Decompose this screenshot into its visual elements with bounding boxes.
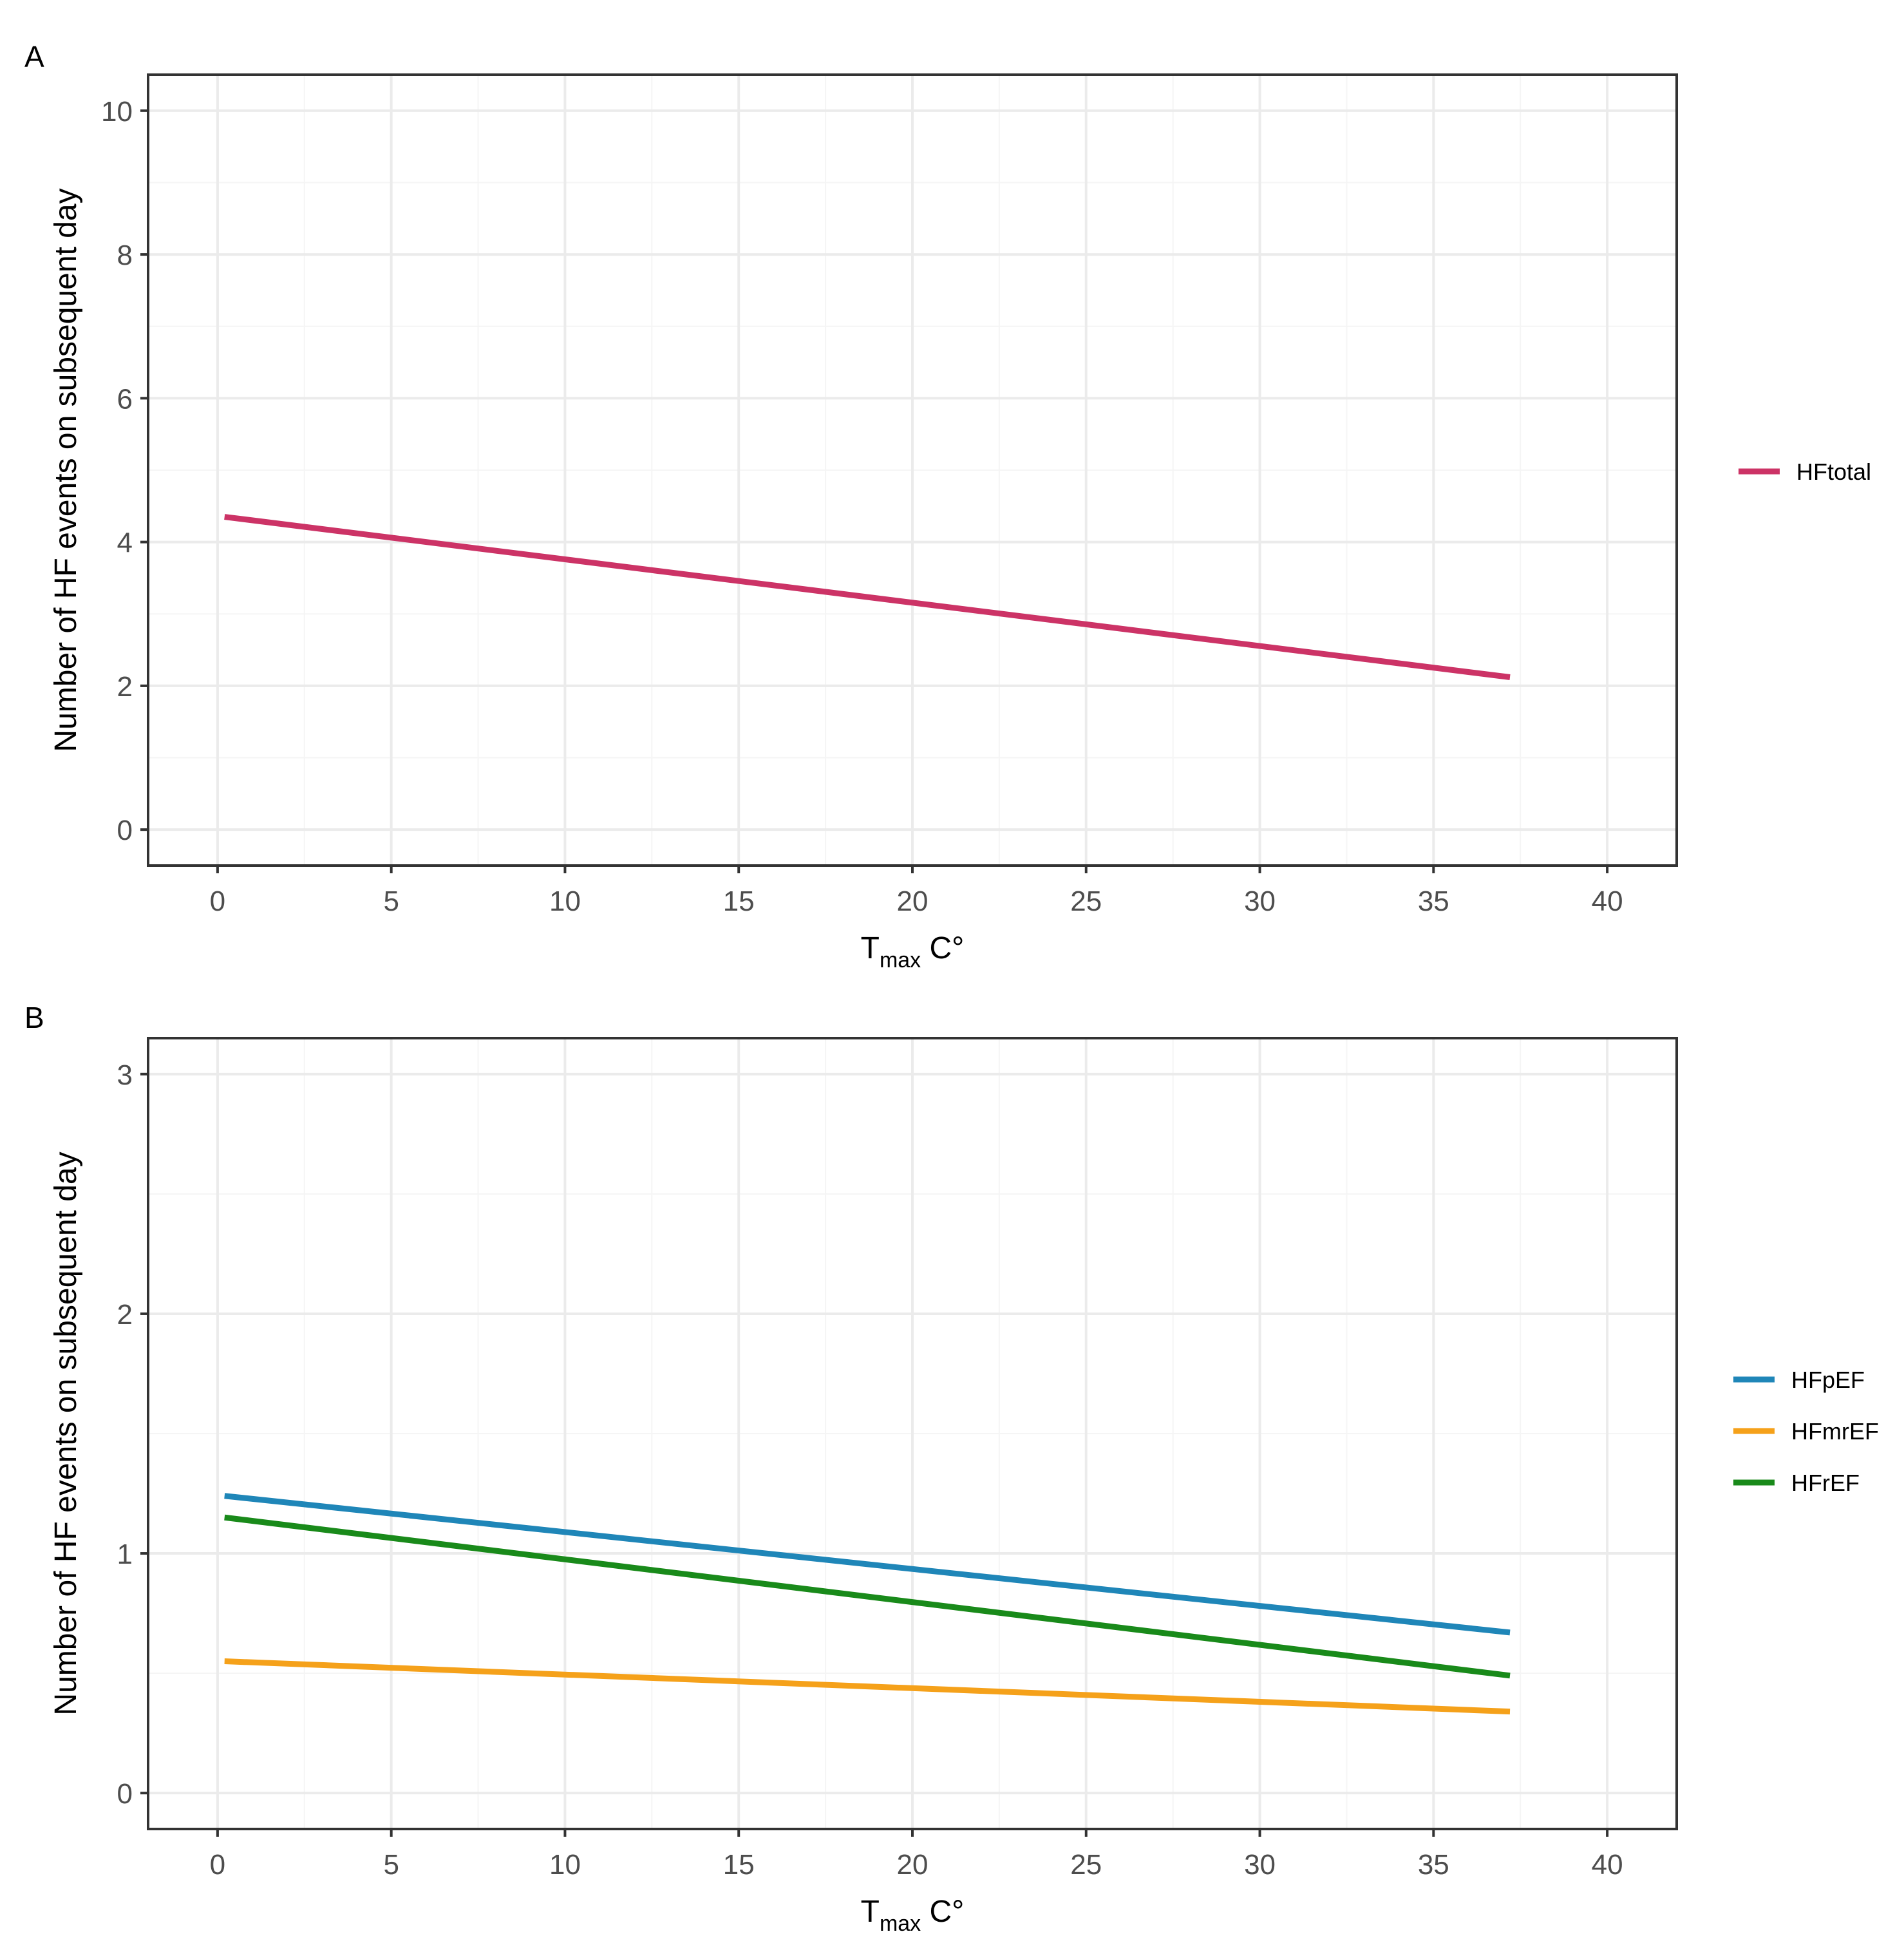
- y-tick-label: 0: [117, 1778, 133, 1810]
- y-tick-label: 8: [117, 240, 133, 271]
- x-tick-label: 35: [1418, 1849, 1449, 1881]
- y-tick-label: 10: [101, 96, 133, 128]
- y-tick-label: 1: [117, 1539, 133, 1570]
- legend-label-hftotal: HFtotal: [1796, 459, 1871, 485]
- x-tick-label: 40: [1592, 886, 1623, 917]
- x-tick-label: 5: [383, 886, 399, 917]
- series-line-hfpef: [225, 1496, 1510, 1633]
- x-axis-title: Tmax C°: [861, 1895, 965, 1936]
- x-tick-label: 5: [383, 1849, 399, 1881]
- series-line-hfmref: [225, 1662, 1510, 1712]
- x-tick-label: 10: [549, 886, 581, 917]
- legend-label-hfmref: HFmrEF: [1791, 1418, 1879, 1445]
- x-axis-title-unit: C°: [921, 1895, 964, 1929]
- x-tick-label: 30: [1244, 886, 1276, 917]
- panel-a: A 0 5 10 15 20 25 30 35 40 0 2 4 6 8 10 Tmax C° Number of…: [24, 40, 1871, 972]
- x-axis-title-main: T: [861, 1895, 880, 1929]
- x-axis-title: Tmax C°: [861, 931, 965, 972]
- x-tick-label: 20: [897, 1849, 928, 1881]
- x-tick-label: 30: [1244, 1849, 1276, 1881]
- x-tick-label: 10: [549, 1849, 581, 1881]
- figure-canvas: A0 5 10 15 20 25 30 35 400246810Tmax C°Number of…: [0, 0, 1904, 1943]
- x-tick-label: 15: [723, 886, 755, 917]
- y-tick-label: 0: [117, 815, 133, 846]
- y-tick-label: 2: [117, 671, 133, 703]
- y-tick-label: 6: [117, 383, 133, 415]
- x-tick-label: 15: [723, 1849, 755, 1881]
- x-tick-label: 0: [210, 1849, 225, 1881]
- x-axis-title-main: T: [861, 931, 880, 965]
- x-tick-label: 0: [210, 886, 225, 917]
- y-tick-label: 3: [117, 1059, 133, 1091]
- panel-tag: A: [24, 40, 44, 73]
- panel-tag: B: [24, 1001, 44, 1034]
- x-tick-label: 40: [1592, 1849, 1623, 1881]
- x-axis-title-unit: C°: [921, 931, 964, 965]
- x-tick-label: 20: [897, 886, 928, 917]
- x-axis-title-subscript: max: [880, 1911, 921, 1936]
- x-tick-label: 35: [1418, 886, 1449, 917]
- y-axis-title: Number of HF events on subsequent day: [49, 1152, 83, 1715]
- panel-b: B 0 5 10 15 20 25 30 35 40 0 1 2 3 Tmax C° Number of HF…: [24, 1001, 1879, 1936]
- x-tick-label: 25: [1070, 1849, 1102, 1881]
- series-line-hfref: [225, 1517, 1510, 1676]
- y-tick-label: 4: [117, 527, 133, 559]
- y-tick-label: 2: [117, 1299, 133, 1331]
- y-axis-title: Number of HF events on subsequent day: [49, 188, 83, 752]
- legend-label-hfref: HFrEF: [1791, 1470, 1860, 1496]
- x-axis-title-subscript: max: [880, 948, 921, 972]
- legend-label-hfpef: HFpEF: [1791, 1367, 1865, 1393]
- x-tick-label: 25: [1070, 886, 1102, 917]
